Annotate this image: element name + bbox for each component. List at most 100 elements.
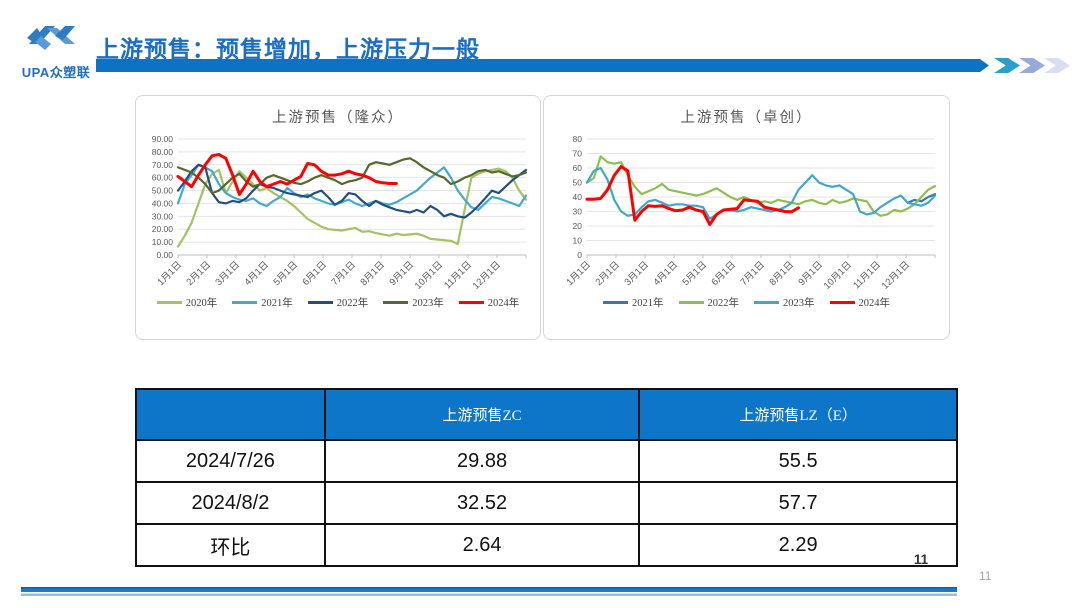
table-cell: 55.5 [638,439,958,483]
svg-text:70: 70 [572,149,582,159]
svg-text:1月1日: 1月1日 [564,259,593,288]
svg-text:10: 10 [572,236,582,246]
longzhong-line-chart: 0.00 10.00 20.00 30.00 40.00 50.00 60.00 70.00 8… [152,134,528,292]
table-cell: 2024/7/26 [135,439,326,483]
outer-page-number: 11 [979,569,992,583]
legend-line-swatch [383,301,409,304]
legend-label: 2021年 [261,298,293,309]
svg-text:80.00: 80.00 [152,147,174,157]
zhuochuang-line-chart: 0 10 20 30 40 50 60 70 80 1月1日 2月1日 3月1日 4月1日 5月1日 6月1… [564,134,936,292]
legend-line-swatch [458,301,484,304]
table-cell: 29.88 [323,439,641,483]
legend-label: 2022年 [707,298,740,309]
legend-item: 2022年 [678,295,740,310]
legend-item: 2023年 [754,295,815,310]
svg-text:7月1日: 7月1日 [738,259,767,288]
legend-line-swatch [603,301,628,304]
legend-item: 2021年 [603,295,664,310]
svg-text:8月1日: 8月1日 [358,259,387,288]
table-header-cell: 上游预售ZC [323,388,641,441]
svg-text:12月1日: 12月1日 [879,259,911,291]
table-cell: 2.64 [323,523,641,567]
legend-line-swatch [156,301,182,304]
svg-text:40.00: 40.00 [152,198,174,208]
legend-line-swatch [307,301,333,304]
title-underline-bar [96,59,989,72]
svg-text:70.00: 70.00 [152,160,174,170]
svg-text:50: 50 [572,178,582,188]
chart-legend: 2020年 2021年 2022年 2023年 2024年 [136,295,540,310]
svg-text:8月1日: 8月1日 [767,259,796,288]
company-logo: UPA众塑联 [12,20,100,80]
legend-item: 2022年 [307,295,369,310]
chart-title: 上游预售（卓创） [680,110,813,126]
svg-text:20: 20 [572,221,582,231]
svg-text:10月1日: 10月1日 [821,259,853,291]
chevron-arrow-icon [1044,58,1070,73]
legend-item: 2020年 [156,295,218,310]
svg-text:10.00: 10.00 [152,237,174,247]
svg-text:3月1日: 3月1日 [622,259,651,288]
svg-text:50.00: 50.00 [152,186,174,196]
slide-page-number: 11 [913,552,929,567]
footer-bar [21,587,957,596]
svg-text:30: 30 [572,207,582,217]
svg-text:5月1日: 5月1日 [271,259,300,288]
svg-text:4月1日: 4月1日 [651,259,680,288]
legend-item: 2023年 [383,295,444,310]
table-header-cell [135,388,326,441]
legend-label: 2024年 [487,298,520,309]
chart-title: 上游预售（隆众） [272,110,404,126]
presale-data-table: 上游预售ZC 上游预售LZ（E） 2024/7/26 29.88 55.5 2024/8… [135,388,958,567]
svg-text:4月1日: 4月1日 [242,259,271,288]
chevron-arrow-icon [994,58,1020,73]
svg-text:7月1日: 7月1日 [329,259,358,288]
svg-text:11月1日: 11月1日 [851,259,883,291]
svg-text:80: 80 [572,134,582,144]
chart-panel-longzhong: 上游预售（隆众） 0.00 10.00 20.00 30.00 40.00 50.00 60… [135,95,541,340]
legend-label: 2021年 [632,298,664,309]
legend-item: 2021年 [232,295,293,310]
svg-text:90.00: 90.00 [152,134,174,144]
logo-text: UPA众塑联 [21,65,91,80]
svg-text:5月1日: 5月1日 [680,259,709,288]
chart-panel-zhuochuang: 上游预售（卓创） 0 10 20 30 40 50 60 70 80 1月1日 2月1日 3月1日 4月… [543,95,950,340]
legend-label: 2020年 [185,298,218,309]
svg-text:6月1日: 6月1日 [300,259,329,288]
svg-text:60: 60 [572,163,582,173]
legend-line-swatch [232,301,258,304]
table-header-row: 上游预售ZC 上游预售LZ（E） [135,388,958,441]
chart-legend: 2021年 2022年 2023年 2024年 [544,295,949,310]
page-title: 上游预售：预售增加，上游压力一般 [96,36,480,62]
legend-item: 2024年 [829,295,891,310]
table-row: 2024/8/2 32.52 57.7 [135,481,958,525]
svg-text:40: 40 [572,192,582,202]
svg-text:2月1日: 2月1日 [184,259,213,288]
svg-text:0: 0 [577,250,582,260]
legend-label: 2023年 [412,298,444,309]
table-cell: 57.7 [638,481,958,525]
table-cell: 环比 [135,523,326,567]
svg-text:30.00: 30.00 [152,211,174,221]
legend-label: 2024年 [858,298,891,309]
svg-text:6月1日: 6月1日 [709,259,738,288]
table-row: 环比 2.64 2.29 [135,523,958,567]
svg-text:12月1日: 12月1日 [471,259,503,291]
company-logo-icon [27,26,75,50]
table-cell: 2.29 [638,523,958,567]
table-cell: 32.52 [323,481,641,525]
table-cell: 2024/8/2 [135,481,326,525]
svg-text:11月1日: 11月1日 [442,259,474,291]
table-row: 2024/7/26 29.88 55.5 [135,439,958,483]
svg-text:1月1日: 1月1日 [155,259,184,288]
legend-label: 2023年 [783,298,815,309]
legend-label: 2022年 [336,298,369,309]
svg-text:2月1日: 2月1日 [593,259,622,288]
legend-line-swatch [678,301,704,304]
svg-text:10月1日: 10月1日 [413,259,445,291]
legend-line-swatch [754,301,779,304]
svg-text:0.00: 0.00 [156,250,173,260]
svg-text:20.00: 20.00 [152,224,174,234]
svg-text:60.00: 60.00 [152,173,174,183]
